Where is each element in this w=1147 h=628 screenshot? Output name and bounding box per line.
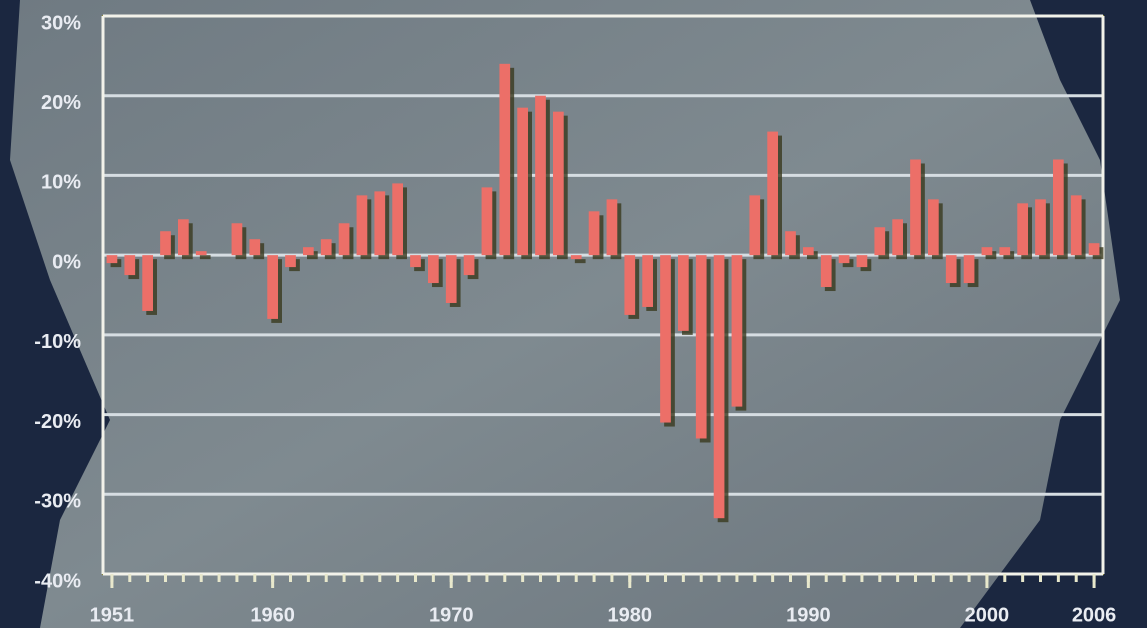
chart: -40% -30% -20% -10% 0% 10% 20% 30% 1951 1960 1970 1… bbox=[0, 0, 1147, 628]
bar bbox=[821, 255, 832, 287]
x-tick-label: 2006 bbox=[1072, 604, 1117, 626]
y-tick-label: 30% bbox=[41, 12, 81, 34]
bar bbox=[178, 219, 189, 255]
bar bbox=[482, 187, 493, 255]
y-tick-label: -20% bbox=[34, 411, 81, 433]
x-tick-label: 1990 bbox=[786, 604, 831, 626]
x-tick-label: 1980 bbox=[608, 604, 653, 626]
bar bbox=[714, 255, 725, 518]
bar bbox=[624, 255, 635, 315]
bar bbox=[928, 199, 939, 255]
map-area bbox=[10, 0, 1120, 628]
bar bbox=[589, 211, 600, 255]
bar bbox=[785, 231, 796, 255]
bar bbox=[1035, 199, 1046, 255]
bar bbox=[357, 195, 368, 255]
bar bbox=[446, 255, 457, 303]
bar bbox=[107, 255, 118, 263]
x-tick-label: 1970 bbox=[429, 604, 474, 626]
bar bbox=[749, 195, 760, 255]
bar bbox=[142, 255, 153, 311]
bar bbox=[767, 132, 778, 256]
bar bbox=[249, 239, 260, 255]
y-tick-label: 20% bbox=[41, 92, 81, 114]
bar bbox=[1017, 203, 1028, 255]
bar bbox=[1089, 243, 1100, 255]
bar bbox=[857, 255, 868, 267]
bar bbox=[285, 255, 296, 267]
y-tick-label: 0% bbox=[52, 251, 81, 273]
bar bbox=[874, 227, 885, 255]
bar bbox=[392, 183, 403, 255]
bar bbox=[607, 199, 618, 255]
bar bbox=[339, 223, 350, 255]
bar bbox=[196, 251, 207, 255]
bar bbox=[999, 247, 1010, 255]
bar bbox=[374, 191, 385, 255]
bar bbox=[303, 247, 314, 255]
bar bbox=[946, 255, 957, 283]
bar bbox=[321, 239, 332, 255]
bar bbox=[892, 219, 903, 255]
x-tick-label: 1951 bbox=[90, 604, 135, 626]
y-tick-label: -30% bbox=[34, 491, 81, 513]
bar bbox=[517, 108, 528, 255]
bar bbox=[232, 223, 243, 255]
bar bbox=[553, 112, 564, 255]
bar-shadow bbox=[200, 255, 211, 259]
bar bbox=[982, 247, 993, 255]
bar bbox=[732, 255, 743, 406]
x-tick-label: 2000 bbox=[965, 604, 1010, 626]
y-tick-label: 10% bbox=[41, 172, 81, 194]
bar bbox=[124, 255, 135, 275]
bar bbox=[571, 255, 582, 259]
bar bbox=[803, 247, 814, 255]
bar bbox=[267, 255, 278, 319]
y-tick-label: -10% bbox=[34, 331, 81, 353]
bar bbox=[910, 159, 921, 255]
bar bbox=[428, 255, 439, 283]
bar bbox=[696, 255, 707, 438]
bar bbox=[410, 255, 421, 267]
bar bbox=[660, 255, 671, 422]
bar bbox=[678, 255, 689, 331]
bar bbox=[839, 255, 850, 263]
y-tick-label: -40% bbox=[34, 570, 81, 592]
bar bbox=[1053, 159, 1064, 255]
bar bbox=[160, 231, 171, 255]
bar bbox=[642, 255, 653, 307]
bar bbox=[464, 255, 475, 275]
bar-shadow bbox=[575, 259, 586, 263]
bar bbox=[499, 64, 510, 255]
bar bbox=[1071, 195, 1082, 255]
bar bbox=[964, 255, 975, 283]
bar bbox=[535, 96, 546, 255]
x-tick-label: 1960 bbox=[250, 604, 295, 626]
